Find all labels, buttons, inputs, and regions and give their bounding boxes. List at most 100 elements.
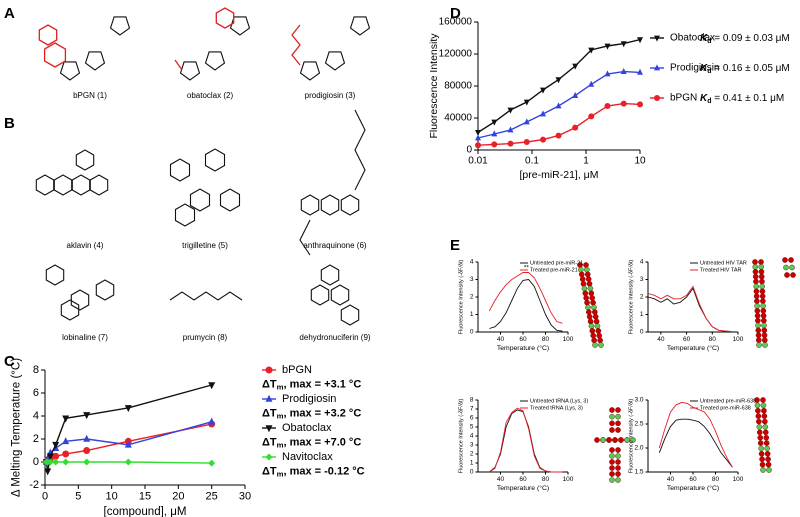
nucleotide: [755, 332, 762, 339]
nucleotide: [587, 285, 594, 292]
nucleotide: [630, 437, 636, 443]
nucleotide: [578, 271, 585, 278]
ring: [340, 304, 360, 326]
marker: [572, 124, 579, 131]
compound-name: prumycin (8): [183, 333, 228, 342]
y-tick-label: 0: [466, 145, 472, 156]
panel-label: C: [4, 353, 15, 370]
nucleotide: [589, 328, 596, 334]
annotation-text: = 0.16 ± 0.05 μM: [712, 63, 790, 74]
marker: [637, 37, 643, 44]
y-tick-label: 8: [470, 397, 474, 404]
series-line: [658, 401, 733, 468]
legend-annotation: Kd = 0.16 ± 0.05 μM: [700, 63, 790, 75]
nucleotide: [588, 323, 595, 329]
y-tick-label: 3: [470, 442, 474, 449]
nucleotide: [753, 288, 760, 295]
x-tick-label: 100: [733, 336, 744, 343]
ring: [320, 194, 340, 216]
ring: [70, 289, 90, 311]
x-axis-title: Temperature (°C): [667, 344, 719, 352]
y-tick-label: 1: [640, 311, 644, 318]
x-tick-label: 5: [75, 491, 81, 503]
legend-label: Treated tRNA (Lys, 3): [530, 405, 583, 411]
ring: [349, 16, 371, 36]
nucleotide: [593, 318, 600, 325]
nucleotide: [595, 328, 602, 334]
annotation-text: , max = -0.12 °C: [283, 465, 364, 477]
marker: [540, 136, 547, 143]
annotation-symbol: K: [700, 63, 708, 74]
marker: [62, 458, 70, 466]
y-tick-label: 0: [470, 469, 474, 476]
chain: [299, 219, 311, 256]
y-tick-label: 4: [470, 433, 474, 440]
nucleotide: [615, 477, 621, 483]
nucleotide: [758, 268, 765, 275]
nucleotide: [790, 272, 796, 278]
nucleotide: [598, 342, 604, 348]
ring: [174, 203, 196, 227]
annotation-text: = 0.41 ± 0.1 μM: [712, 93, 785, 104]
legend-annotation: ΔTm, max = +3.1 °C: [262, 378, 361, 391]
marker: [475, 130, 481, 136]
nucleotide: [754, 303, 760, 309]
marker: [572, 92, 579, 98]
ring: [60, 299, 80, 321]
marker: [265, 453, 273, 461]
legend-label: Untreated HIV TAR: [700, 260, 747, 266]
nucleotide: [762, 342, 768, 348]
nucleotide: [758, 273, 765, 280]
nucleotide: [784, 272, 790, 278]
series-line: [488, 272, 563, 324]
x-axis-title: [compound], μM: [103, 506, 186, 517]
nucleotide: [761, 407, 767, 414]
x-tick-label: 25: [206, 491, 218, 503]
annotation-text: , max = +7.0 °C: [283, 436, 361, 448]
ring: [43, 42, 67, 68]
nucleotide: [609, 407, 615, 413]
y-axis-title: Δ Melting Temperature (°C): [10, 358, 22, 497]
nucleotide: [591, 337, 597, 344]
y-tick-label: 2: [640, 294, 644, 301]
nucleotide: [615, 447, 621, 453]
y-tick-label: 4: [640, 259, 644, 266]
nucleotide: [763, 434, 770, 441]
series-line: [489, 407, 563, 473]
marker: [654, 95, 660, 101]
x-tick-label: 60: [689, 476, 697, 483]
marker: [604, 103, 611, 109]
series-line: [489, 279, 563, 332]
marker: [507, 107, 514, 114]
x-tick-label: 1: [583, 156, 589, 167]
chain: [174, 59, 183, 71]
y-tick-label: 7: [470, 406, 474, 413]
legend-label: bPGN: [670, 93, 697, 104]
x-tick-label: 10: [106, 491, 118, 503]
nucleotide: [589, 295, 595, 301]
marker: [588, 47, 595, 54]
x-tick-label: 10: [634, 156, 646, 167]
marker: [208, 382, 216, 390]
nucleotide: [754, 308, 761, 314]
nucleotide: [624, 437, 630, 443]
nucleotide: [760, 312, 767, 319]
nucleotide: [752, 259, 758, 265]
y-tick-label: 5: [470, 424, 474, 431]
marker: [620, 68, 627, 74]
nucleotide: [609, 471, 615, 477]
marker: [208, 417, 216, 425]
nucleotide: [760, 298, 766, 304]
y-tick-label: 0: [470, 329, 474, 336]
ring: [109, 16, 131, 36]
marker: [620, 100, 627, 107]
nucleotide: [759, 461, 766, 468]
nucleotide: [760, 402, 767, 409]
annotation-text: , max = +3.1 °C: [283, 378, 361, 390]
marker: [555, 132, 562, 139]
ring: [204, 148, 226, 172]
x-axis-title: Temperature (°C): [497, 344, 549, 352]
nucleotide: [615, 471, 621, 477]
nucleotide: [609, 459, 615, 465]
annotation-symbol: K: [700, 93, 708, 104]
